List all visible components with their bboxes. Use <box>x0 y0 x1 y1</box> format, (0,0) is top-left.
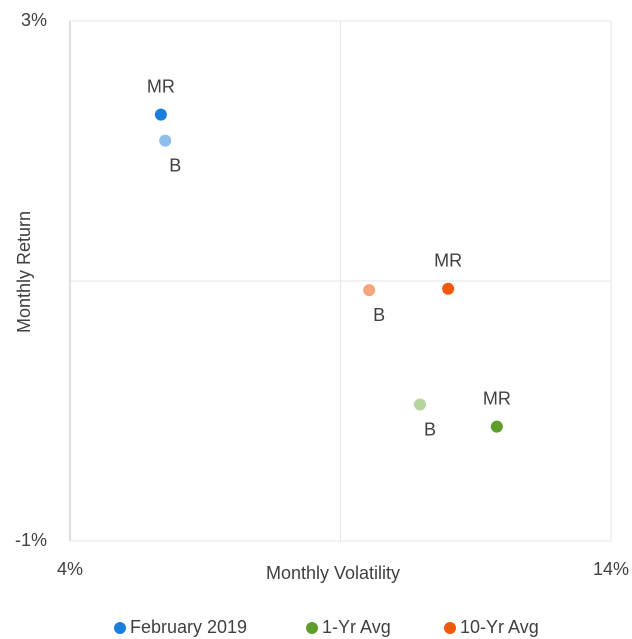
point-label: MR <box>483 388 511 408</box>
point-label: B <box>424 419 436 439</box>
legend-marker <box>444 622 456 634</box>
point-label: MR <box>147 76 175 96</box>
legend-label: 1-Yr Avg <box>322 617 391 637</box>
point <box>159 134 172 147</box>
point <box>154 108 167 121</box>
legend-label: February 2019 <box>130 617 247 637</box>
y-tick-label: 3% <box>21 10 47 30</box>
legend-marker <box>306 622 318 634</box>
point <box>414 398 427 411</box>
y-tick-label: -1% <box>15 530 47 550</box>
point <box>490 420 503 433</box>
point <box>442 282 455 295</box>
x-tick-label: 4% <box>57 559 83 579</box>
point-label: B <box>373 305 385 325</box>
point-label: B <box>169 155 181 175</box>
x-tick-label: 14% <box>593 559 629 579</box>
y-axis-label: Monthly Return <box>14 211 34 333</box>
point <box>363 284 376 297</box>
legend-marker <box>114 622 126 634</box>
x-axis-label: Monthly Volatility <box>266 563 400 583</box>
point-label: MR <box>434 251 462 271</box>
legend-label: 10-Yr Avg <box>460 617 539 637</box>
